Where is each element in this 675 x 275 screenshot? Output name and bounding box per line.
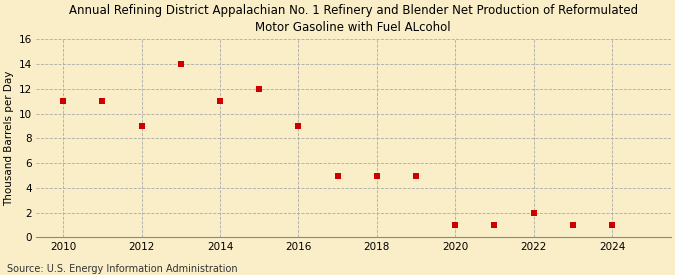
Point [410,173,421,178]
Text: Source: U.S. Energy Information Administration: Source: U.S. Energy Information Administ… [7,264,238,274]
Y-axis label: Thousand Barrels per Day: Thousand Barrels per Day [4,71,14,206]
Point [568,223,578,227]
Point [215,99,225,104]
Title: Annual Refining District Appalachian No. 1 Refinery and Blender Net Production o: Annual Refining District Appalachian No.… [69,4,638,34]
Point [450,223,460,227]
Point [58,99,69,104]
Point [293,124,304,128]
Point [489,223,500,227]
Point [607,223,618,227]
Point [136,124,147,128]
Point [97,99,108,104]
Point [332,173,343,178]
Point [371,173,382,178]
Point [254,87,265,91]
Point [176,62,186,67]
Point [529,210,539,215]
